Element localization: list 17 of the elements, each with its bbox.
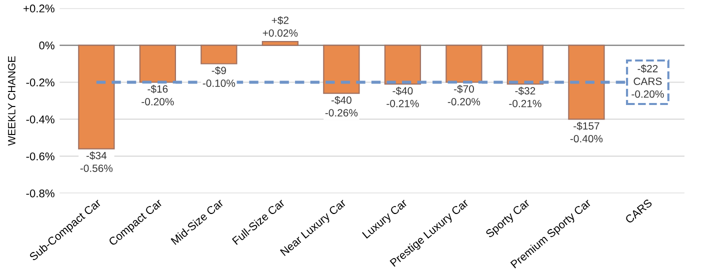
data-label: -$9 -0.10%	[202, 66, 236, 87]
y-tick-label: -0.8%	[26, 189, 54, 198]
data-label: -$34 -0.56%	[80, 151, 113, 172]
ref-line-label: -$22 CARS -0.20%	[632, 64, 664, 98]
y-tick-label: -0.4%	[26, 116, 54, 124]
y-axis-title: WEEKLY CHANGE	[8, 56, 16, 146]
data-label: +$2 +0.02%	[262, 16, 298, 37]
data-label: -$16 -0.20%	[142, 84, 174, 106]
y-tick-label: -0.2%	[26, 78, 54, 86]
data-label: -$40 -0.21%	[386, 86, 419, 108]
y-tick-label: 0%	[39, 42, 54, 50]
y-tick-label: +0.2%	[24, 4, 54, 12]
data-label: -$40 -0.26%	[325, 96, 358, 116]
y-tick-label: -0.6%	[26, 152, 54, 160]
data-label: -$32 -0.21%	[509, 86, 542, 108]
data-label: -$157 -0.40%	[570, 122, 603, 142]
data-label: -$70 -0.20%	[448, 84, 480, 106]
